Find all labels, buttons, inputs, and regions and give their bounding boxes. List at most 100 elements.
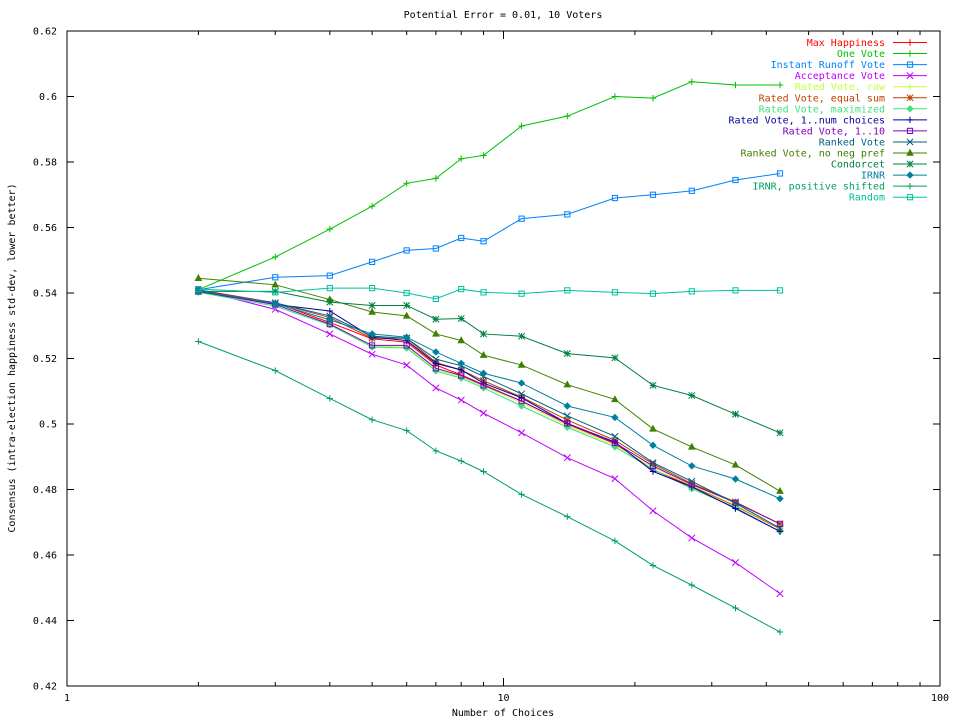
data-point: [457, 396, 465, 404]
legend-marker: [906, 138, 914, 146]
legend-label: One Vote: [837, 49, 885, 60]
legend-entry: Rated Vote, raw: [795, 82, 927, 93]
data-point: [458, 372, 465, 379]
series-8: [195, 288, 784, 527]
data-point: [403, 247, 410, 254]
data-point: [402, 311, 411, 319]
data-point: [457, 359, 465, 368]
data-point: [369, 342, 376, 349]
data-point: [272, 367, 279, 374]
y-axis-label: Consensus (intra-election happiness std-…: [7, 183, 18, 532]
data-point: [518, 290, 525, 297]
data-point: [518, 394, 525, 401]
legend-label: Ranked Vote, no neg pref: [741, 149, 886, 160]
series-12: [194, 286, 784, 503]
x-tick-label: 100: [931, 693, 949, 704]
legend-label: Rated Vote, raw: [795, 82, 886, 93]
series-9: [194, 287, 784, 532]
data-point: [649, 459, 657, 467]
data-point: [688, 78, 695, 85]
data-point: [432, 355, 440, 363]
data-point: [649, 424, 657, 432]
data-point: [326, 307, 333, 315]
series-6: [194, 288, 784, 536]
series-layer: [194, 78, 784, 636]
series-line: [198, 172, 781, 291]
data-point: [432, 365, 439, 372]
data-point: [458, 234, 465, 242]
data-point: [271, 299, 279, 308]
legend-label: Rated Vote, maximized: [759, 104, 885, 115]
data-point: [518, 332, 526, 340]
data-point: [326, 330, 334, 338]
data-point: [611, 432, 619, 440]
data-point: [776, 524, 784, 532]
legend-entry: Max Happiness: [807, 38, 927, 49]
data-point: [272, 274, 279, 281]
data-point: [649, 441, 657, 449]
data-point: [368, 307, 376, 315]
data-point: [457, 155, 465, 162]
series-line: [198, 290, 781, 529]
data-point: [649, 507, 657, 515]
data-point: [479, 350, 488, 358]
data-point: [611, 395, 619, 403]
data-point: [326, 312, 334, 320]
data-point: [518, 215, 525, 222]
data-point: [688, 581, 695, 589]
data-point: [368, 203, 376, 210]
series-line: [198, 289, 781, 595]
data-point: [432, 447, 440, 455]
data-point: [403, 289, 410, 297]
data-point: [326, 272, 333, 279]
data-point: [776, 170, 784, 177]
series-1: [195, 78, 784, 293]
data-point: [611, 413, 619, 422]
data-point: [563, 454, 571, 462]
data-point: [563, 416, 571, 424]
data-point: [480, 152, 487, 159]
data-point: [432, 348, 440, 356]
legend-label: IRNR, positive shifted: [753, 182, 885, 193]
legend-marker: [906, 148, 914, 156]
series-11: [194, 287, 784, 437]
series-line: [198, 287, 781, 300]
y-tick-label: 0.54: [33, 289, 57, 300]
legend-label: Rated Vote, equal sum: [759, 93, 885, 104]
data-point: [731, 499, 740, 507]
data-point: [649, 468, 657, 475]
data-point: [432, 295, 439, 302]
y-tick-label: 0.52: [33, 354, 57, 365]
data-point: [403, 342, 410, 349]
legend-entry: Condorcet: [831, 160, 927, 171]
data-point: [688, 480, 696, 488]
data-point: [403, 427, 410, 434]
legend-entry: IRNR, positive shifted: [753, 182, 927, 193]
legend-label: Ranked Vote: [819, 137, 885, 148]
data-point: [649, 191, 657, 198]
legend-label: IRNR: [861, 171, 886, 182]
legend-label: Rated Vote, 1..10: [783, 126, 885, 137]
data-point: [432, 315, 440, 323]
data-point: [776, 486, 784, 494]
data-point: [611, 93, 619, 100]
series-7: [195, 288, 784, 535]
legend-label: Instant Runoff Vote: [771, 60, 885, 71]
data-point: [732, 176, 739, 184]
data-point: [611, 537, 619, 545]
data-point: [326, 225, 333, 233]
legend-marker: [906, 83, 914, 90]
series-line: [198, 289, 781, 530]
y-tick-label: 0.58: [33, 158, 57, 169]
legend-entry: Rated Vote, 1..10: [783, 126, 927, 137]
legend-entry: Instant Runoff Vote: [771, 60, 927, 71]
data-point: [688, 477, 696, 485]
data-point: [369, 258, 376, 265]
data-point: [649, 290, 657, 297]
data-point: [563, 380, 572, 388]
data-point: [271, 280, 280, 288]
chart-title: Potential Error = 0.01, 10 Voters: [404, 10, 603, 21]
data-point: [402, 333, 411, 341]
